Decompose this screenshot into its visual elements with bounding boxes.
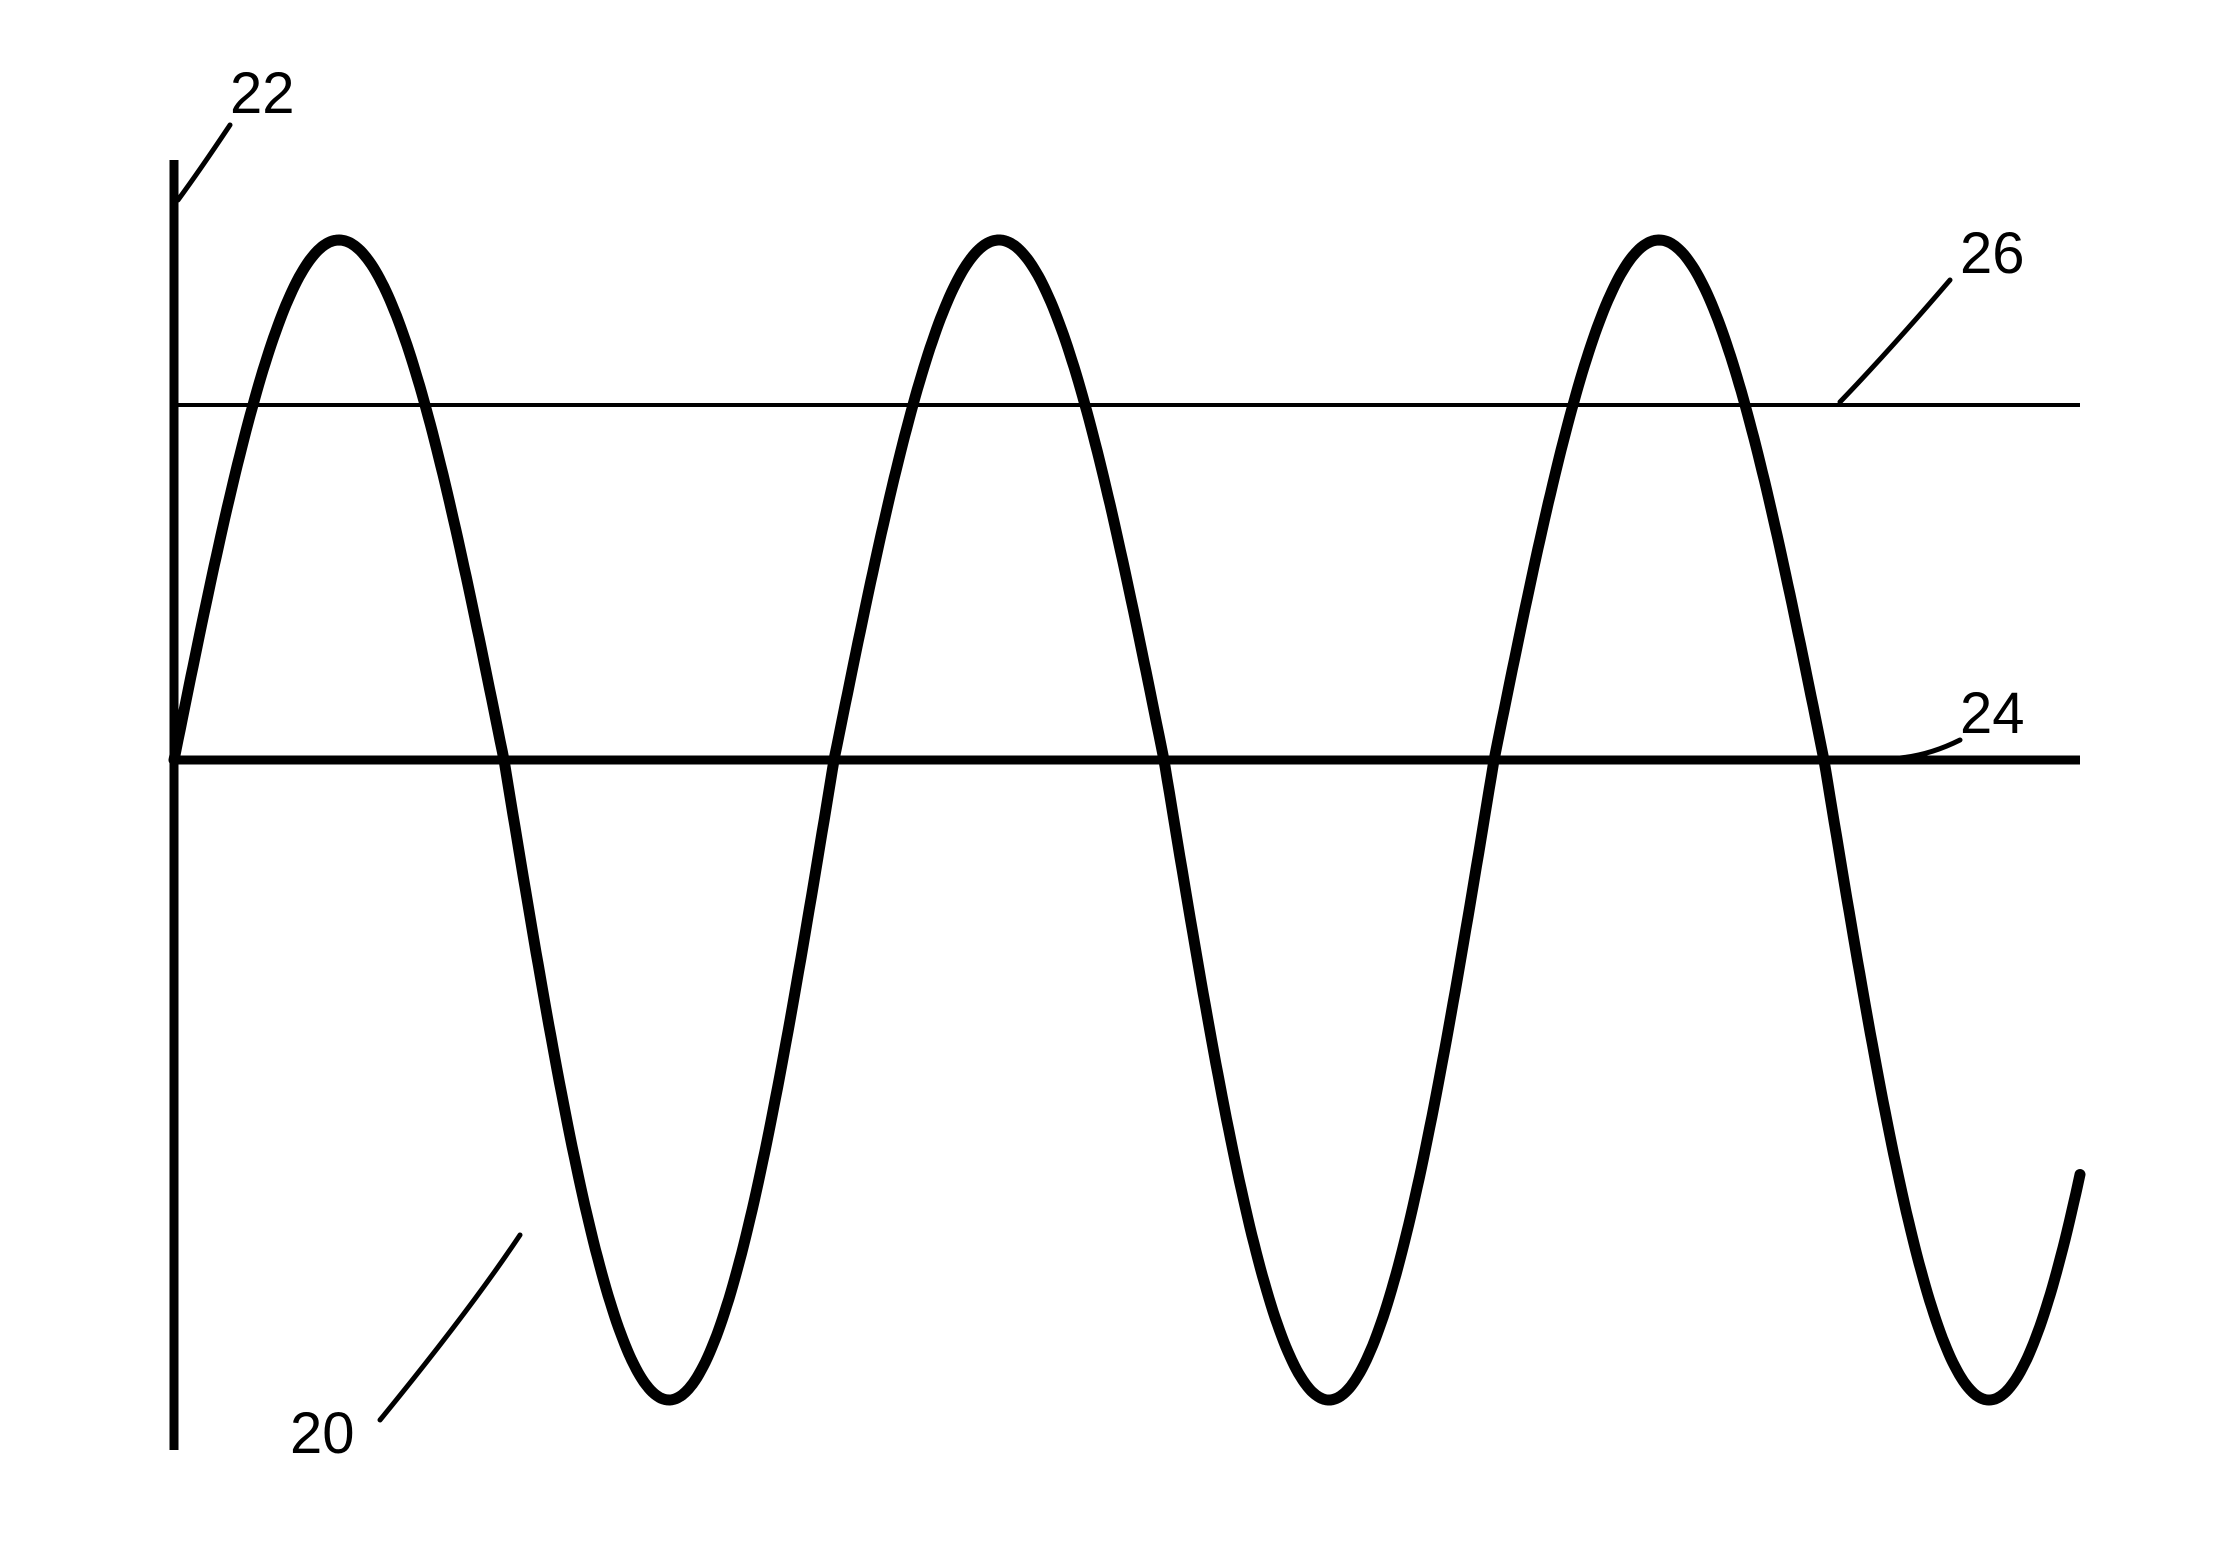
leader-20 — [380, 1235, 520, 1420]
diagram-svg — [0, 0, 2213, 1562]
label-24: 24 — [1960, 680, 2025, 747]
leader-24 — [1900, 740, 1960, 758]
sine-wave-20 — [174, 240, 2080, 1400]
label-20: 20 — [290, 1400, 355, 1467]
leader-22 — [178, 125, 230, 200]
leader-26 — [1840, 280, 1950, 402]
diagram-stage: 22 26 24 20 — [0, 0, 2213, 1562]
label-22: 22 — [230, 60, 295, 127]
label-26: 26 — [1960, 220, 2025, 287]
